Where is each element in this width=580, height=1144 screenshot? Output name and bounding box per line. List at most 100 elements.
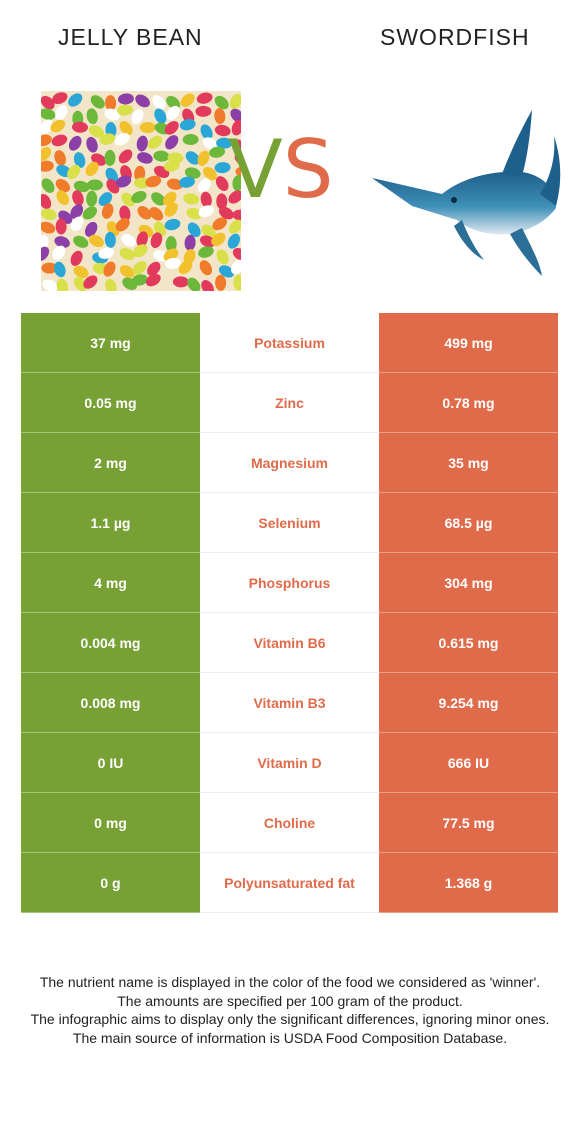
right-value: 304 mg [379,553,558,613]
jelly-bean-shape [98,247,115,259]
jelly-bean-shape [90,95,105,109]
jelly-bean-shape [147,261,161,276]
jelly-bean-shape [73,276,88,291]
jelly-bean-shape [180,93,195,107]
table-row: 4 mg Phosphorus 304 mg [21,553,558,613]
jelly-bean-shape [73,180,90,193]
jelly-bean-shape [196,92,213,104]
jelly-bean-shape [234,152,241,166]
jelly-bean-shape [104,108,120,121]
jelly-bean-shape [198,205,214,218]
jelly-bean-shape [52,92,68,105]
jelly-bean-shape [164,202,178,217]
jelly-bean-shape [232,209,241,221]
jelly-bean-shape [183,193,200,205]
jelly-bean-shape [118,149,133,164]
jelly-bean-shape [41,134,52,147]
left-value: 37 mg [21,313,200,373]
jelly-bean-shape [119,265,135,278]
table-row: 0.004 mg Vitamin B6 0.615 mg [21,613,558,673]
left-value: 0.05 mg [21,373,200,433]
jelly-bean-image [41,91,241,291]
jelly-bean-shape [54,236,70,248]
jelly-bean-shape [211,232,226,246]
jelly-bean-shape [178,260,193,275]
jelly-bean-shape [231,259,241,275]
jelly-bean-shape [186,207,203,220]
jelly-bean-shape [187,222,201,238]
jelly-bean-shape [88,125,105,138]
vs-v-letter: V [228,123,283,216]
right-value: 68.5 µg [379,493,558,553]
footnote-line: The amounts are specified per 100 gram o… [117,992,463,1009]
jelly-bean-shape [216,193,228,210]
jelly-bean-shape [209,146,226,158]
jelly-bean-shape [82,206,98,220]
left-value: 0 mg [21,793,200,853]
jelly-bean-shape [153,150,170,162]
jelly-bean-shape [41,160,54,172]
vs-label: VS [228,130,334,210]
jelly-bean-shape [86,108,98,125]
jelly-bean-shape [150,232,163,249]
swordfish-image [372,110,561,276]
jelly-bean-shape [197,178,211,193]
jelly-bean-shape [55,178,71,193]
jelly-bean-shape [145,273,161,287]
jelly-bean-shape [231,119,241,136]
jelly-bean-shape [68,93,83,107]
jelly-bean-shape [55,104,68,121]
jelly-bean-shape [184,167,201,179]
jelly-bean-shape [115,175,132,188]
jelly-bean-shape [218,206,234,220]
right-value: 77.5 mg [379,793,558,853]
left-value: 0 g [21,853,200,913]
jelly-bean-shape [232,248,241,261]
nutrient-table: 37 mg Potassium 499 mg 0.05 mg Zinc 0.78 mg 2 … [21,313,558,913]
footnote: The nutrient name is displayed in the co… [20,973,560,1047]
jelly-bean-shape [131,108,144,125]
jelly-bean-shape [55,218,67,235]
jelly-bean-shape [202,137,218,150]
jelly-bean-shape [54,150,66,166]
jelly-bean-shape [67,164,81,180]
table-row: 0 g Polyunsaturated fat 1.368 g [21,853,558,913]
jelly-bean-shape [99,133,116,145]
jelly-bean-shape [215,274,227,291]
left-value: 4 mg [21,553,200,613]
footnote-line: The infographic aims to display only the… [30,1011,550,1027]
jelly-bean-shape [164,160,180,172]
jelly-bean-shape [136,231,148,248]
jelly-bean-shape [121,192,136,207]
right-value: 35 mg [379,433,558,493]
jelly-bean-shape [72,121,88,133]
nutrient-name: Vitamin B6 [200,613,379,673]
jelly-bean-shape [86,190,98,207]
jelly-bean-shape [200,124,213,140]
nutrient-name: Potassium [200,313,379,373]
jelly-bean-shape [119,248,135,260]
jelly-bean-shape [232,175,241,192]
jelly-bean-shape [179,119,196,131]
jelly-bean-shape [201,280,214,291]
jelly-bean-shape [166,178,183,190]
jelly-bean-shape [218,265,235,278]
jelly-bean-shape [119,120,133,136]
right-value: 499 mg [379,313,558,373]
jelly-bean-shape [132,261,147,275]
jelly-bean-shape [227,233,241,249]
jelly-bean-shape [172,276,189,288]
jelly-bean-shape [214,162,231,174]
jelly-bean-shape [70,216,84,232]
table-row: 0 IU Vitamin D 666 IU [21,733,558,793]
table-row: 0 mg Choline 77.5 mg [21,793,558,853]
jelly-bean-shape [86,136,98,153]
jelly-bean-shape [72,190,84,206]
jelly-bean-shape [41,108,56,120]
jelly-bean-shape [56,190,70,206]
nutrient-name: Choline [200,793,379,853]
jelly-bean-shape [105,167,118,183]
jelly-bean-shape [233,139,241,155]
jelly-bean-shape [42,279,58,291]
jelly-bean-shape [41,221,56,234]
